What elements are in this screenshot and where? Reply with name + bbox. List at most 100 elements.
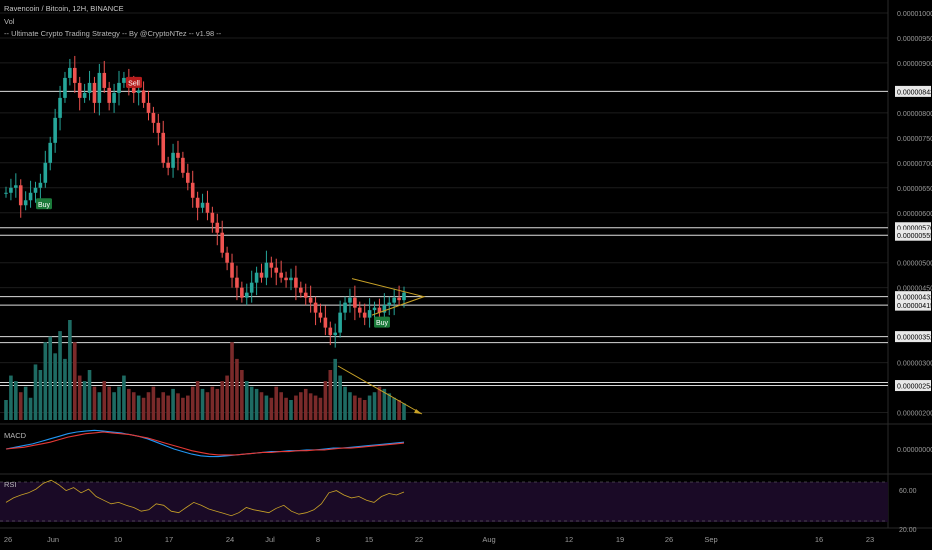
time-tick-label: 12 xyxy=(565,535,573,544)
triangle-lines xyxy=(351,278,426,316)
candle-body xyxy=(68,67,72,78)
candle-body xyxy=(225,252,229,263)
macd-label: MACD xyxy=(4,431,27,440)
time-tick-label: 17 xyxy=(165,535,173,544)
volume-bar xyxy=(244,381,249,420)
time-axis: 26 Jun 10 17 24 Jul 8 15 22 Aug 12 19 26 Sep 16 23 xyxy=(4,535,874,544)
volume-bar xyxy=(264,395,269,420)
price-tick-label: 0.00000500 xyxy=(897,261,932,268)
price-marker xyxy=(895,291,931,303)
candle-body xyxy=(259,272,264,278)
volume-bar xyxy=(9,375,13,420)
volume-bar xyxy=(23,386,28,420)
volume-bar xyxy=(274,386,279,420)
volume-bar xyxy=(33,364,38,420)
time-tick-label: 26 xyxy=(665,535,673,544)
macd-pane xyxy=(5,429,405,458)
candle-body xyxy=(308,297,313,303)
volume-bar xyxy=(289,400,293,420)
candle-body xyxy=(357,307,362,313)
candle-body xyxy=(14,185,18,188)
candle-body xyxy=(367,310,372,318)
volume-bar xyxy=(372,392,377,420)
candle-body xyxy=(28,192,33,201)
candle-body xyxy=(77,82,82,98)
candle-body xyxy=(171,152,175,168)
volume-bar xyxy=(294,395,298,420)
candle-body xyxy=(112,92,116,103)
candle-body xyxy=(82,92,87,98)
volume-bar xyxy=(308,393,313,420)
price-tick-label: 0.00000950 xyxy=(897,36,932,43)
candle-body xyxy=(53,117,57,143)
volume-bar xyxy=(112,392,116,420)
price-marker-label: 0.00000570 xyxy=(897,226,932,233)
time-tick-label: 19 xyxy=(616,535,624,544)
volume-bar xyxy=(205,392,210,420)
time-tick-label: 10 xyxy=(114,535,122,544)
volume-bar xyxy=(392,397,396,420)
price-marker-label: 0.00000555 xyxy=(897,233,932,240)
candle-body xyxy=(63,77,67,98)
candle-body xyxy=(387,302,392,306)
candle-body xyxy=(382,305,387,313)
volume-bar xyxy=(4,400,8,420)
candle-body xyxy=(269,262,274,268)
candle-body xyxy=(156,122,161,133)
candle-body xyxy=(186,172,190,183)
volume-bar xyxy=(377,386,382,420)
candle-body xyxy=(210,212,215,223)
volume-bar xyxy=(122,375,126,420)
volume-bar xyxy=(68,320,72,420)
price-marker xyxy=(895,229,931,241)
volume-bar xyxy=(235,358,239,420)
volume-bar xyxy=(353,395,357,420)
volume-bar xyxy=(18,392,23,420)
volume-bar xyxy=(249,386,254,420)
candle-body xyxy=(402,292,406,301)
buy-badge xyxy=(374,316,390,328)
volume-bar xyxy=(102,381,107,420)
volume-bar xyxy=(63,358,67,420)
volume-bar xyxy=(200,388,205,420)
volume-bar xyxy=(382,388,387,420)
volume-bar xyxy=(328,370,333,420)
volume-trend-arrowhead xyxy=(414,409,422,414)
candle-body xyxy=(200,202,205,208)
candle-body xyxy=(274,267,279,273)
price-marker xyxy=(895,222,931,234)
volume-bar xyxy=(77,375,82,420)
rsi-pane xyxy=(5,479,405,517)
time-tick-label: 15 xyxy=(365,535,373,544)
volume-bar xyxy=(186,395,190,420)
volume-bar xyxy=(387,393,392,420)
candle-body xyxy=(33,187,38,193)
chart-title: Ravencoin / Bitcoin, 12H, BINANCE xyxy=(4,4,124,13)
candle-body xyxy=(136,90,141,93)
candle-body xyxy=(181,157,185,173)
volume-bar xyxy=(151,386,156,420)
candle-body xyxy=(107,87,111,103)
volume-bar xyxy=(343,386,347,420)
sell-badge xyxy=(126,76,142,88)
candle-body xyxy=(230,262,234,278)
volume-bar xyxy=(323,381,328,420)
time-tick-label: Jul xyxy=(265,535,275,544)
candle-body xyxy=(43,162,48,183)
price-tick-label: 0.00000600 xyxy=(897,211,932,218)
volume-bar xyxy=(303,388,308,420)
candle-body xyxy=(328,327,333,336)
volume-bar xyxy=(181,397,185,420)
volume-bar xyxy=(279,392,283,420)
candle-body xyxy=(220,232,224,253)
volume-bar xyxy=(313,395,318,420)
candle-body xyxy=(289,277,293,281)
time-tick-label: 23 xyxy=(866,535,874,544)
volume-bar xyxy=(161,392,166,420)
volume-bar xyxy=(58,331,62,420)
volume-bar xyxy=(131,392,136,420)
macd-tick-label: 0.00000000 xyxy=(897,447,932,454)
candle-body xyxy=(397,297,401,301)
